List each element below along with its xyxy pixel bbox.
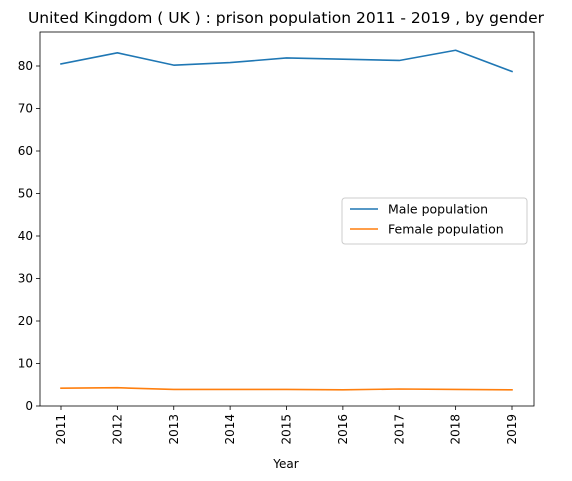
y-tick-label: 80 (18, 59, 33, 73)
x-tick-label: 2016 (336, 414, 350, 445)
chart-title: United Kingdom ( UK ) : prison populatio… (28, 9, 545, 27)
series-layer (60, 49, 514, 391)
legend: Male population Female population (341, 197, 528, 245)
y-tick-label: 50 (18, 187, 33, 201)
x-axis-ticks: 2011 2012 2013 2014 2015 2016 2017 2018 2019 (54, 406, 519, 445)
y-tick-label: 30 (18, 272, 33, 286)
y-tick-label: 70 (18, 102, 33, 116)
y-tick-label: 10 (18, 357, 33, 371)
y-tick-label: 60 (18, 144, 33, 158)
x-tick-label: 2018 (449, 414, 463, 445)
legend-label: Female population (388, 222, 504, 237)
x-tick-label: 2013 (167, 414, 181, 445)
plot-area (39, 31, 535, 407)
y-tick-label: 40 (18, 229, 33, 243)
x-tick-label: 2019 (505, 414, 519, 445)
y-tick-label: 20 (18, 314, 33, 328)
x-tick-label: 2012 (110, 414, 124, 445)
x-tick-label: 2014 (223, 414, 237, 445)
y-axis-ticks: 0 10 20 30 40 50 60 70 80 (18, 59, 40, 413)
plot-frame (39, 31, 535, 407)
x-tick-label: 2017 (392, 414, 406, 445)
series-line-female (60, 386, 513, 391)
x-axis-label: Year (272, 457, 298, 471)
legend-label: Male population (388, 202, 488, 217)
y-tick-label: 0 (25, 399, 33, 413)
legend-box (341, 197, 528, 245)
x-tick-label: 2015 (280, 414, 294, 445)
x-tick-label: 2011 (54, 414, 68, 445)
series-line-male (60, 49, 514, 73)
